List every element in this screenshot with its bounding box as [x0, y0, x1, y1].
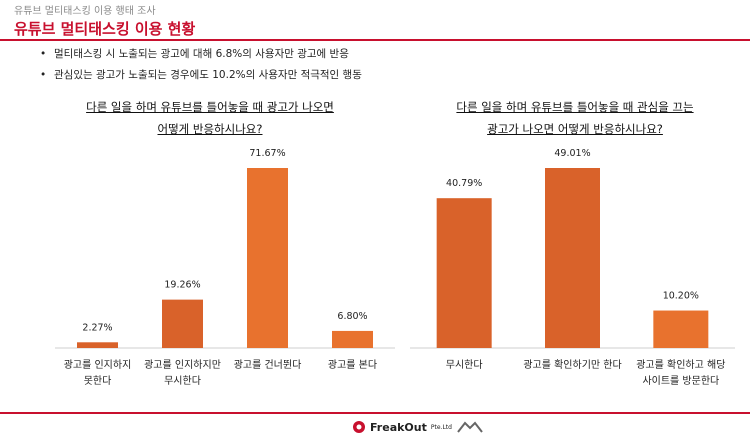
- chart-1-bar-2: [162, 299, 203, 348]
- chart-1-bar-1: [77, 342, 118, 348]
- chart-2-bar-1: [436, 198, 492, 348]
- brand-mark-icon: [353, 421, 365, 433]
- brand-sub: Pte.Ltd: [430, 423, 452, 431]
- chart-2-bar-3: [653, 310, 709, 348]
- chart-2-bar-2: [545, 168, 600, 348]
- bullet-1-text: 멀티태스킹 시 노출되는 광고에 대해 6.8%의 사용자만 광고에 반응: [54, 48, 349, 60]
- page-title: 유튜브 멀티태스킹 이용 현황: [14, 20, 196, 38]
- chart-1-title: 다른 일을 하며 유튜브를 틀어놓을 때 광고가 나오면 어떻게 반응하시나요?: [60, 96, 360, 140]
- chart-2-category-label-1-line-1: 무시한다: [446, 359, 483, 371]
- chart-1-category-label-2-line-2: 무시한다: [164, 375, 201, 387]
- chart-1-bar-4: [332, 330, 373, 348]
- chart-1-data-label-1: 2.27%: [82, 322, 112, 333]
- chart-2-category-label-3-line-1: 광고를 확인하고 해당: [636, 358, 725, 371]
- chart-1-data-label-2: 19.26%: [164, 280, 200, 291]
- chart-1-category-label-2-line-1: 광고를 인지하지만: [144, 358, 221, 371]
- chart-1-title-line-1: 다른 일을 하며 유튜브를 틀어놓을 때 광고가 나오면: [86, 100, 334, 114]
- chart-1-title-line-2: 어떻게 반응하시나요?: [157, 122, 263, 136]
- bullet-2-text: 관심있는 광고가 노출되는 경우에도 10.2%의 사용자만 적극적인 행동: [54, 69, 362, 81]
- partner-logo-icon: [457, 421, 483, 433]
- chart-2-data-label-1: 40.79%: [446, 178, 482, 189]
- chart-1-category-label-3-line-1: 광고를 건너뛴다: [234, 359, 302, 371]
- chart-2-data-label-3: 10.20%: [663, 291, 699, 302]
- bullet-1: • 멀티태스킹 시 노출되는 광고에 대해 6.8%의 사용자만 광고에 반응: [40, 48, 349, 60]
- brand-name: FreakOut: [370, 420, 427, 434]
- chart-1-category-label-4-line-1: 광고를 본다: [328, 359, 377, 371]
- footer-logo: FreakOut Pte.Ltd: [352, 420, 484, 434]
- chart-1-data-label-3: 71.67%: [249, 148, 285, 159]
- chart-2-category-label-2-line-1: 광고를 확인하기만 한다: [523, 358, 621, 371]
- chart-1-bar-3: [247, 168, 288, 348]
- chart-2-category-label-3-line-2: 사이트를 방문한다: [642, 375, 719, 387]
- chart-1-data-label-4: 6.80%: [337, 311, 367, 322]
- chart-1-category-label-1-line-1: 광고를 인지하지: [64, 358, 132, 371]
- chart-1-category-label-1-line-2: 못한다: [84, 375, 112, 387]
- chart-2: 40.79% 무시한다 49.01% 광고를 확인하기만 한다 10.20% 광고를 확인…: [436, 148, 725, 387]
- chart-2-data-label-2: 49.01%: [554, 148, 590, 159]
- breadcrumb: 유튜브 멀티태스킹 이용 행태 조사: [14, 6, 156, 17]
- chart-2-title: 다른 일을 하며 유튜브를 틀어놓을 때 관심을 끄는 광고가 나오면 어떻게 …: [420, 96, 730, 140]
- chart-2-title-line-1: 다른 일을 하며 유튜브를 틀어놓을 때 관심을 끄는: [456, 100, 694, 114]
- title-divider: [0, 39, 750, 41]
- chart-2-title-line-2: 광고가 나오면 어떻게 반응하시나요?: [487, 122, 663, 136]
- bullet-2: • 관심있는 광고가 노출되는 경우에도 10.2%의 사용자만 적극적인 행동: [40, 69, 362, 81]
- footer-divider: [0, 412, 750, 414]
